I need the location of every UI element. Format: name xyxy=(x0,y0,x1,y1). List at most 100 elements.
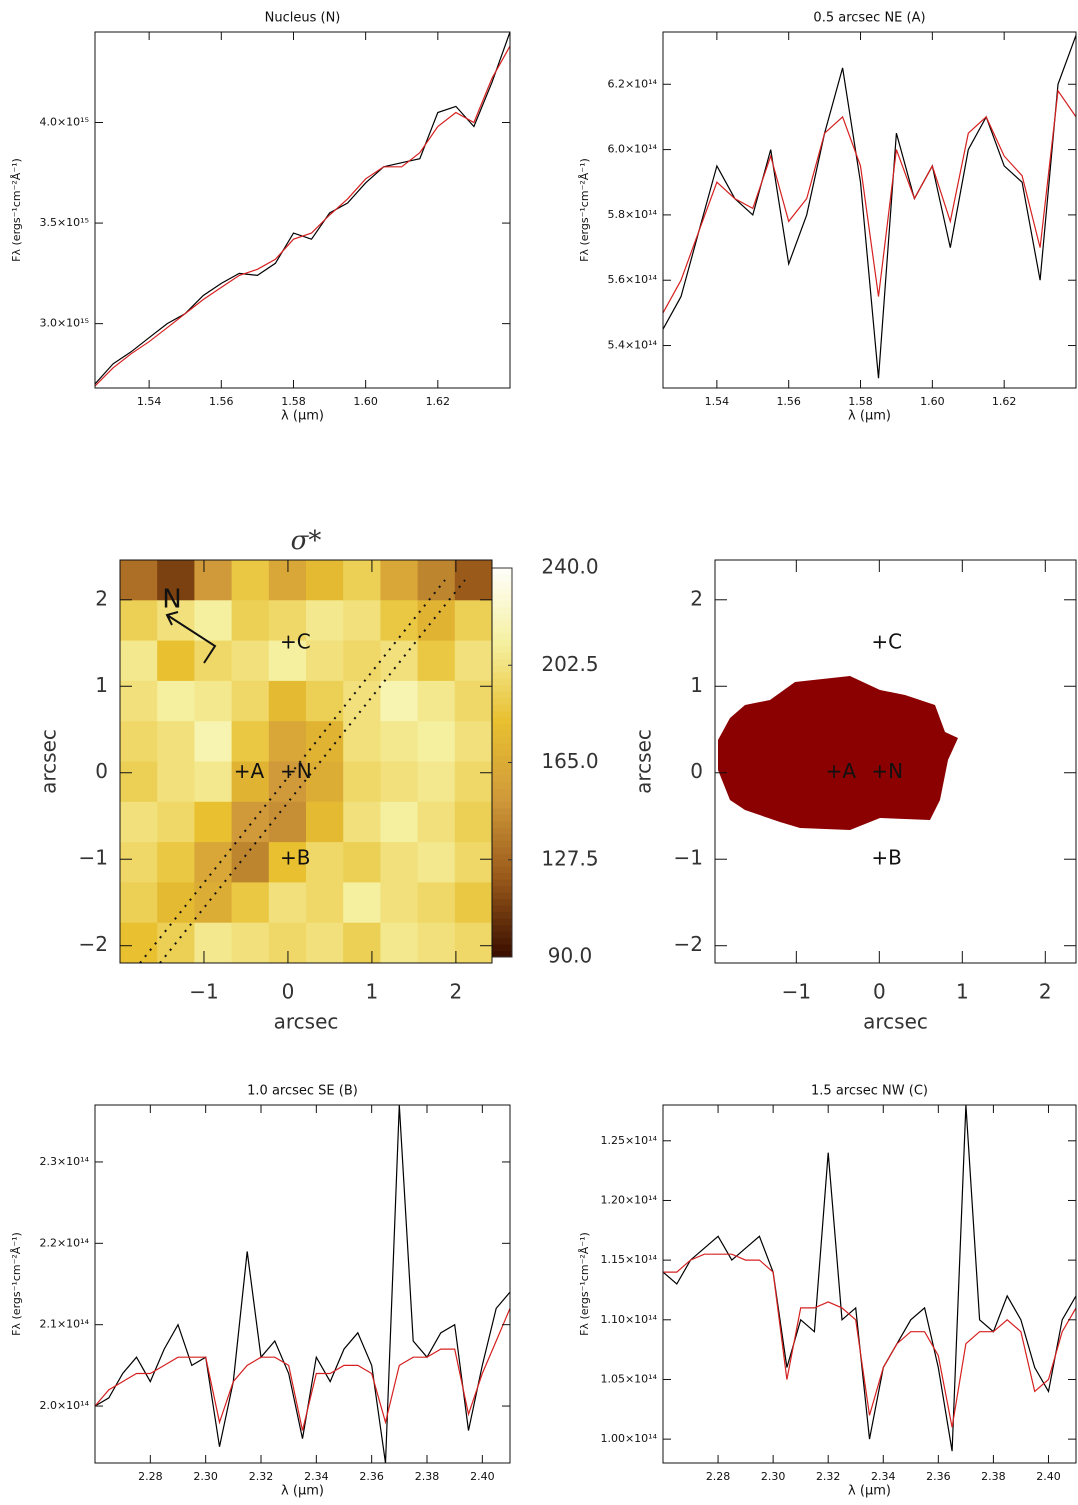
position-marker: +N xyxy=(280,759,312,783)
heatmap-cell xyxy=(231,842,270,883)
position-marker: +C xyxy=(280,630,311,654)
heatmap-cell xyxy=(380,761,419,803)
y-tick-label: −1 xyxy=(79,846,108,870)
x-tick-label: 1.58 xyxy=(281,395,306,408)
heatmap-cell xyxy=(157,842,195,883)
y-tick-label: 1.05×10¹⁴ xyxy=(600,1372,657,1385)
heatmap-cell xyxy=(120,560,158,601)
panel-title: Nucleus (N) xyxy=(265,11,341,26)
y-tick-label: 2 xyxy=(690,586,703,610)
x-tick-label: −1 xyxy=(782,980,811,1004)
heatmap-cell xyxy=(268,842,307,883)
y-tick-label: 1 xyxy=(95,673,108,697)
heatmap-cell xyxy=(231,680,270,722)
colorbar-cell xyxy=(492,684,512,692)
y-tick-label: 5.4×10¹⁴ xyxy=(607,339,657,352)
heatmap-cell xyxy=(417,882,456,924)
heatmap-cell xyxy=(417,922,456,963)
x-tick-label: 1.56 xyxy=(776,395,801,408)
y-tick-label: 4.0×10¹⁵ xyxy=(39,116,89,129)
x-tick-label: 2.32 xyxy=(816,1470,841,1483)
heatmap-cell xyxy=(380,801,419,843)
heatmap-cell xyxy=(343,922,381,963)
y-tick-label: 1.20×10¹⁴ xyxy=(600,1193,657,1206)
colorbar-cell xyxy=(492,756,512,763)
x-tick-label: 1.62 xyxy=(426,395,451,408)
plot-frame xyxy=(662,1104,1077,1464)
colorbar-cell xyxy=(492,853,512,861)
heatmap-cell xyxy=(231,560,270,601)
heatmap-cell xyxy=(343,560,381,601)
colorbar-cell xyxy=(492,697,512,705)
x-axis-label: λ (μm) xyxy=(848,409,891,424)
y-tick-label: 5.6×10¹⁴ xyxy=(607,273,657,286)
heatmap-cell xyxy=(343,761,381,803)
heatmap-cell xyxy=(306,842,344,883)
x-tick-label: 1 xyxy=(366,980,379,1004)
heatmap-cell xyxy=(380,882,419,924)
y-axis-label: Fλ (ergs⁻¹cm⁻²Å⁻¹) xyxy=(10,158,23,262)
x-tick-label: 2.32 xyxy=(249,1470,274,1483)
heatmap-cell xyxy=(306,560,344,601)
colorbar-cell xyxy=(492,632,512,640)
position-marker: +N xyxy=(871,759,903,783)
colorbar-cell xyxy=(492,918,512,926)
heatmap-cell xyxy=(454,842,492,883)
spectrum-line xyxy=(662,1104,1077,1452)
heatmap-cell xyxy=(454,680,492,722)
y-tick-label: 2 xyxy=(95,586,108,610)
x-axis-label: arcsec xyxy=(274,1010,339,1034)
plot-frame xyxy=(714,559,1077,964)
colorbar-label: 90.0 xyxy=(548,944,593,968)
colorbar-cell xyxy=(492,801,512,809)
colorbar-cell xyxy=(492,678,512,686)
y-axis-label: arcsec xyxy=(632,729,656,794)
heatmap-cell xyxy=(417,600,456,642)
colorbar-cell xyxy=(492,872,512,880)
colorbar-cell xyxy=(492,950,512,958)
colorbar-cell xyxy=(492,723,512,731)
heatmap-cell xyxy=(268,600,307,642)
colorbar-cell xyxy=(492,717,512,725)
y-tick-label: 1.00×10¹⁴ xyxy=(600,1432,657,1445)
x-tick-label: 1.58 xyxy=(848,395,873,408)
colorbar-cell xyxy=(492,658,512,666)
colorbar-cell xyxy=(492,924,512,932)
mask-region xyxy=(718,676,958,830)
y-axis-label: Fλ (ergs⁻¹cm⁻²Å⁻¹) xyxy=(578,158,591,262)
heatmap-cell xyxy=(417,721,456,762)
heatmap-cell xyxy=(306,761,344,803)
colorbar-cell xyxy=(492,859,512,867)
north-arrow xyxy=(166,614,217,664)
y-tick-label: 0 xyxy=(95,759,108,783)
y-tick-label: 2.1×10¹⁴ xyxy=(39,1318,89,1331)
y-axis-label: arcsec xyxy=(37,729,61,794)
spectrum-line xyxy=(662,35,1077,379)
heatmap-cell xyxy=(454,882,492,924)
x-tick-label: 1.56 xyxy=(209,395,234,408)
heatmap-cell xyxy=(268,721,307,762)
heatmap-cell xyxy=(120,600,158,642)
colorbar-cell xyxy=(492,905,512,913)
heatmap-cell xyxy=(417,640,456,682)
x-tick-label: 2.28 xyxy=(706,1470,731,1483)
heatmap-cell xyxy=(380,560,419,601)
heatmap-cell xyxy=(417,801,456,843)
y-tick-label: 2.2×10¹⁴ xyxy=(39,1236,89,1249)
y-tick-label: 3.0×10¹⁵ xyxy=(39,317,89,330)
x-tick-label: 2.28 xyxy=(138,1470,163,1483)
x-tick-label: 2.34 xyxy=(304,1470,329,1483)
y-tick-label: 1.25×10¹⁴ xyxy=(600,1134,657,1147)
colorbar-cell xyxy=(492,587,512,595)
x-axis-label: λ (μm) xyxy=(281,1484,324,1499)
heatmap-cell xyxy=(306,600,344,642)
heatmap-cell xyxy=(194,560,233,601)
x-tick-label: 1 xyxy=(956,980,969,1004)
position-marker: +A xyxy=(234,759,265,783)
colorbar-cell xyxy=(492,691,512,699)
panel-title: 1.0 arcsec SE (B) xyxy=(247,1084,358,1099)
y-tick-label: −1 xyxy=(674,846,703,870)
heatmap-cell xyxy=(417,560,456,601)
spectrum-line xyxy=(94,31,511,385)
